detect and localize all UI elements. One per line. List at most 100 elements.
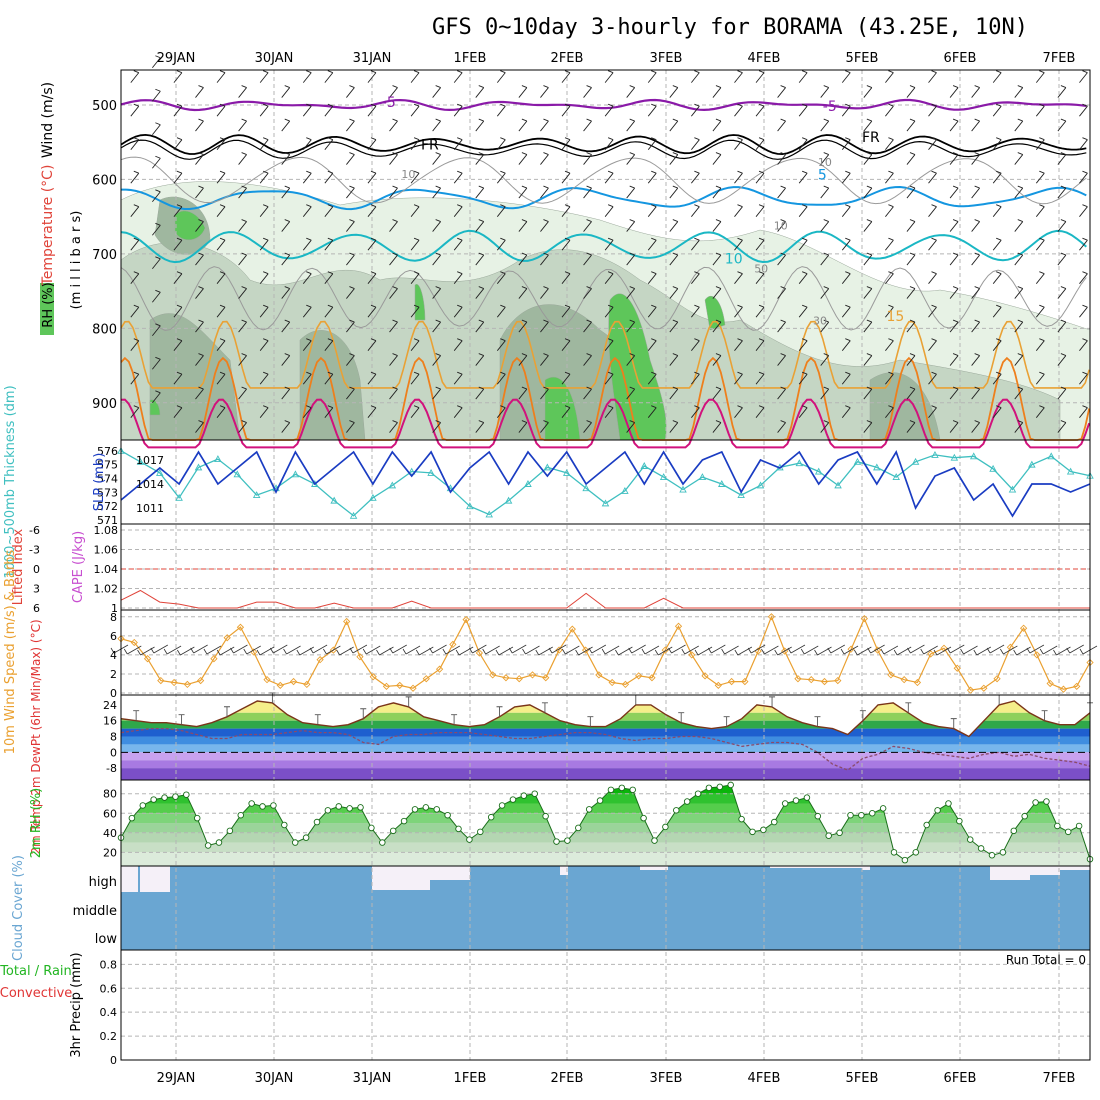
wind-barb (281, 85, 291, 98)
wind-barb (389, 185, 398, 199)
wind-barb (669, 386, 679, 400)
frame-layer (120, 69, 1091, 1061)
wind-barb (1035, 137, 1045, 150)
x-tick-label-top: 30JAN (255, 51, 294, 66)
surface-wind-barb (1026, 644, 1045, 654)
wind-barb (691, 204, 700, 217)
contour-25 (120, 398, 1091, 449)
surface-wind-barb (907, 644, 925, 654)
surface-wind-barb (867, 644, 885, 654)
wind-barb (496, 304, 506, 318)
wind-barb (216, 204, 226, 217)
wind-barb (259, 304, 269, 318)
slp-line (120, 450, 1091, 518)
thickness-point (679, 485, 687, 493)
wind-barb (798, 237, 808, 251)
wind-speed-point (462, 615, 470, 624)
wind-speed-point (1033, 651, 1041, 659)
wind-barb (432, 185, 441, 199)
wind-barb (259, 371, 269, 385)
surface-wind-barb (1013, 646, 1031, 656)
rh-point (683, 798, 691, 805)
wind-barb (453, 304, 463, 318)
wind-barb (841, 338, 851, 351)
surface-wind-barb (123, 645, 142, 655)
wind-barb (841, 70, 851, 83)
wind-barb (669, 286, 679, 299)
wind-barb (906, 118, 916, 132)
wind-barb (777, 118, 786, 132)
temp-tick: 16 (103, 715, 117, 728)
x-tick-label-bottom: 2FEB (551, 1071, 584, 1086)
wind-barb (130, 204, 140, 217)
thickness-point (756, 481, 765, 489)
rh-point (575, 824, 582, 832)
rh-point (966, 836, 974, 843)
wind-barb (281, 252, 291, 266)
temperature-whisker (223, 706, 230, 717)
rh-point (923, 821, 930, 829)
wind-barb (518, 85, 528, 98)
thickness-point (698, 473, 707, 481)
wind-barb (367, 405, 377, 418)
wind-barb (906, 219, 916, 232)
wind-barb (475, 185, 485, 199)
wind-barb (1057, 353, 1067, 366)
temperature-line (120, 700, 1091, 738)
wind-barb (604, 271, 614, 284)
wind-barb (669, 185, 679, 199)
wind-speed-point (674, 622, 683, 630)
wind-speed-point (993, 675, 1001, 683)
wind-barb (238, 386, 247, 400)
wind-barb (281, 219, 291, 232)
wind-barb (1035, 338, 1045, 351)
wind-barb (798, 103, 808, 117)
x-tick-label-bottom: 4FEB (748, 1071, 781, 1086)
surface-wind-barb (933, 646, 952, 656)
wind-barb (173, 237, 183, 251)
run-total: Run Total = 0 (1006, 953, 1086, 967)
rh-point (1010, 827, 1018, 835)
contour-label: -5 (382, 95, 396, 111)
wind-barb (389, 252, 398, 266)
thickness-point (853, 457, 862, 465)
wind-barb (1079, 204, 1088, 217)
rh-point (879, 805, 887, 812)
wind-axis-label: Wind (m/s) (40, 82, 56, 158)
wind-barb (453, 371, 463, 385)
surface-wind-barb (535, 646, 553, 656)
dewpoint-line (120, 727, 1091, 771)
wind-barb (712, 152, 722, 165)
wind-barb (518, 386, 528, 400)
surface-wind-barb (601, 645, 620, 655)
wind-barb (432, 420, 441, 433)
wind-barb (540, 152, 549, 165)
temperature-whisker (678, 712, 685, 723)
wind-barb (626, 420, 636, 433)
cape-tick: 1.02 (94, 583, 119, 596)
wind-barb (820, 118, 830, 132)
rh-point (237, 811, 245, 819)
rh-point (291, 839, 299, 846)
wind-barb (992, 271, 1002, 284)
wind-barb (432, 252, 441, 266)
wind-barb (216, 137, 226, 150)
wind-speed-point (409, 684, 417, 692)
thickness-point (194, 463, 203, 471)
wind-barb (130, 70, 140, 83)
rh-point (1021, 812, 1028, 820)
wind-barb (475, 252, 485, 266)
wind-barb (712, 252, 722, 266)
cloud-gap (1030, 866, 1060, 875)
wind-barb (216, 271, 226, 284)
rh-point (727, 781, 734, 789)
rh2m-axis-label: 2m RH (%) (29, 788, 44, 859)
surface-wind-barb (455, 646, 474, 656)
rh-point (977, 845, 985, 852)
surface-wind-barb (177, 646, 195, 656)
thickness-point (931, 450, 939, 458)
wind-barb (540, 252, 549, 266)
wind-barb (302, 170, 312, 184)
wind-barb (691, 237, 700, 251)
temp2m-axis-label: 2m Temp 2m DewPt (6hr Min/Max) (°C) (29, 619, 43, 854)
